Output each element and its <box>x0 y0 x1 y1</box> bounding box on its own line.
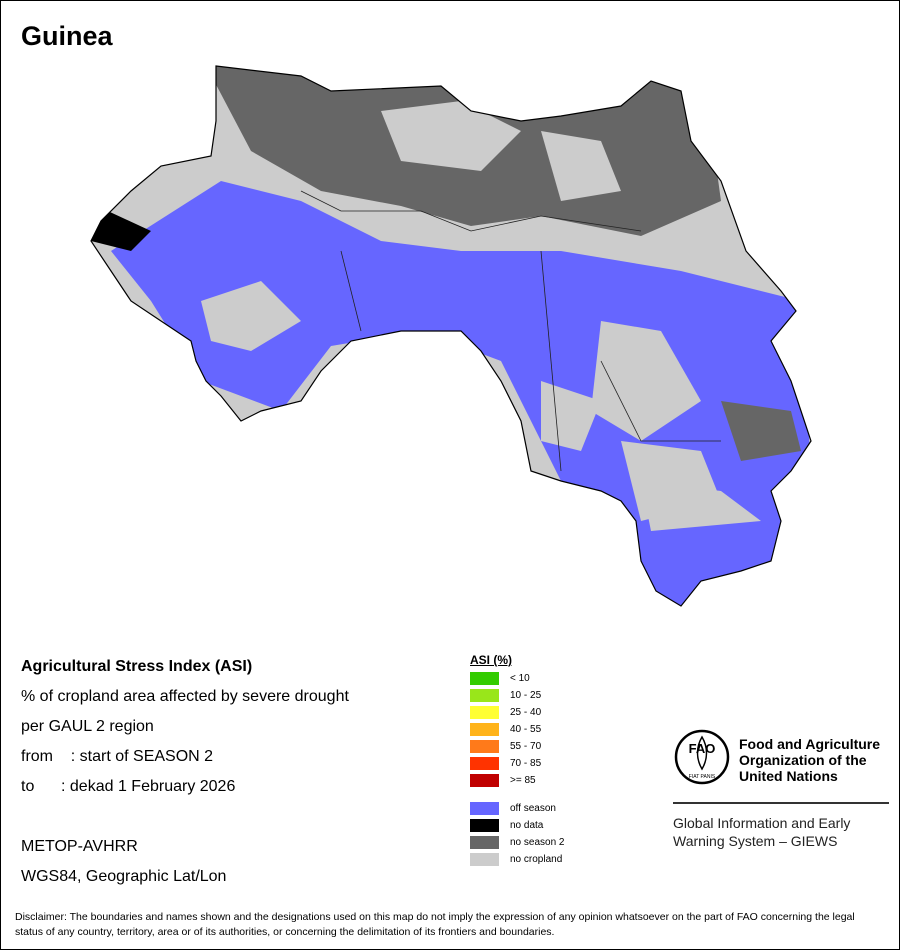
logo-emblem: FAO <box>689 741 716 756</box>
legend-label: no cropland <box>510 854 563 865</box>
description-line: to : dekad 1 February 2026 <box>21 778 236 795</box>
legend-label: 40 - 55 <box>510 724 542 735</box>
legend-swatch <box>470 819 499 832</box>
organization: Food and Agriculture Organization of the… <box>739 736 881 784</box>
disclaimer: Disclaimer: The boundaries and names sho… <box>15 911 855 938</box>
legend-label: 10 - 25 <box>510 690 542 701</box>
legend-label: no season 2 <box>510 837 565 848</box>
legend-swatch <box>470 757 499 770</box>
legend-swatch <box>470 853 499 866</box>
sensor: METOP-AVHRR <box>21 838 138 855</box>
map-title: Guinea <box>21 21 113 51</box>
legend-swatch <box>470 723 499 736</box>
logo-motto: FIAT PANIS <box>689 774 716 780</box>
description-line: % of cropland area affected by severe dr… <box>21 688 349 705</box>
system-name: Global Information and Early Warning Sys… <box>673 815 851 849</box>
legend-swatch <box>470 836 499 849</box>
legend-label: off season <box>510 803 556 814</box>
legend-swatch <box>470 672 499 685</box>
description-line: Agricultural Stress Index (ASI) <box>21 658 253 675</box>
divider <box>673 802 889 804</box>
legend-swatch <box>470 802 499 815</box>
legend-label: >= 85 <box>510 775 536 786</box>
legend-swatch <box>470 774 499 787</box>
projection: WGS84, Geographic Lat/Lon <box>21 868 227 885</box>
legend-label: 70 - 85 <box>510 758 542 769</box>
legend-label: 25 - 40 <box>510 707 542 718</box>
description-line: from : start of SEASON 2 <box>21 748 214 765</box>
fao-logo: FAO FIAT PANIS <box>674 729 730 785</box>
legend-swatch <box>470 706 499 719</box>
map <box>90 65 812 607</box>
legend-swatch <box>470 740 499 753</box>
legend-label: no data <box>510 820 544 831</box>
legend-swatch <box>470 689 499 702</box>
description-line: per GAUL 2 region <box>21 718 154 735</box>
legend-label: < 10 <box>510 673 530 684</box>
legend-label: 55 - 70 <box>510 741 542 752</box>
map-fill <box>91 66 811 606</box>
legend-title: ASI (%) <box>470 653 512 667</box>
